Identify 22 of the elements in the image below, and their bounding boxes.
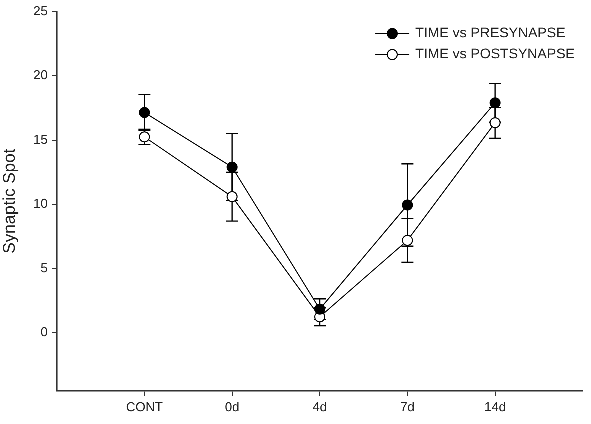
y-tick-label: 15 xyxy=(34,132,48,147)
point xyxy=(402,200,414,211)
y-tick-label: 10 xyxy=(34,196,48,212)
x-tick-label: 0d xyxy=(225,399,240,414)
point xyxy=(490,98,501,109)
point xyxy=(226,191,238,202)
point xyxy=(139,107,150,118)
y-tick-label: 5 xyxy=(40,260,48,276)
point xyxy=(226,162,238,173)
x-tick-label: 14d xyxy=(484,399,506,414)
x-tick-label: CONT xyxy=(126,399,164,414)
point xyxy=(314,304,326,315)
legend-label: TIME vs PRESYNAPSE xyxy=(416,24,566,41)
x-tick-label: 7d xyxy=(400,399,415,414)
point xyxy=(490,117,501,128)
y-tick-label: 20 xyxy=(34,68,48,83)
point xyxy=(402,235,414,246)
x-tick-label: 4d xyxy=(312,399,328,414)
y-tick-label: 25 xyxy=(34,3,48,18)
y-axis-title: Synaptic Spot xyxy=(0,148,19,254)
y-tick-label: 0 xyxy=(40,324,48,340)
legend-label: TIME vs POSTSYNAPSE xyxy=(416,46,576,62)
